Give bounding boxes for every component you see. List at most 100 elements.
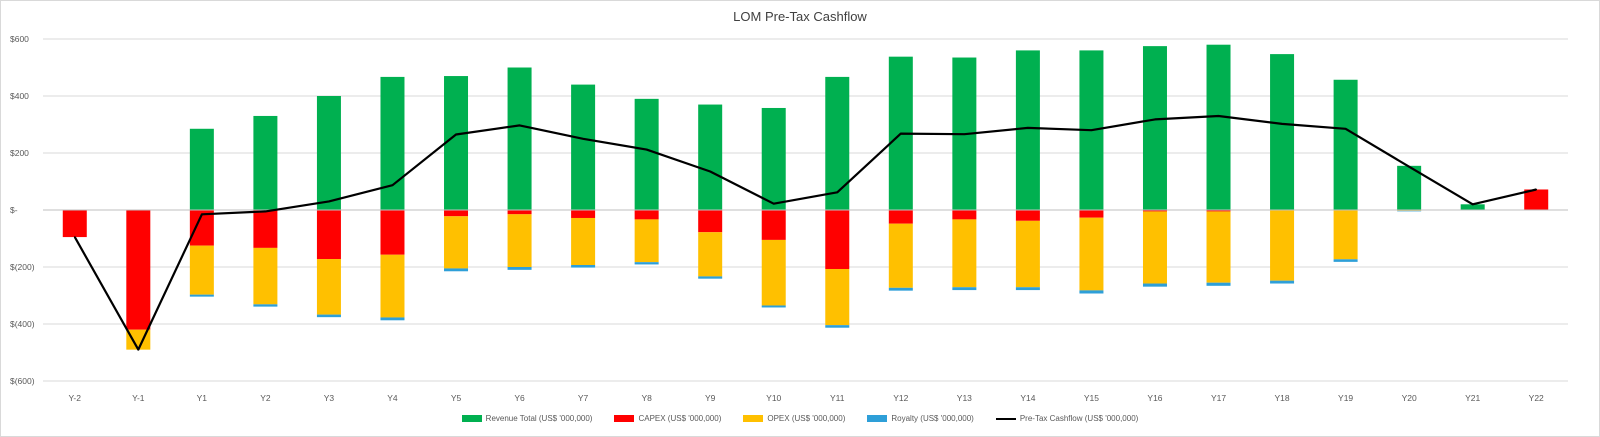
bar-segment	[126, 210, 151, 330]
bar-segment	[1270, 280, 1295, 284]
bar-segment	[1333, 79, 1358, 210]
chart-legend: Revenue Total (US$ '000,000) CAPEX (US$ '…	[0, 414, 1600, 423]
bar-segment	[888, 210, 913, 224]
bar-segment	[189, 245, 214, 295]
y-tick-label: $400	[10, 91, 29, 101]
cashflow-point	[1281, 123, 1283, 125]
cashflow-point	[1154, 118, 1156, 121]
y-tick-label: $600	[10, 34, 29, 44]
x-tick-label: Y7	[578, 393, 589, 403]
bar-segment	[571, 84, 596, 210]
y-tick-label: $(400)	[10, 319, 35, 329]
bar-segment	[571, 265, 596, 268]
cashflow-point	[645, 148, 648, 151]
bar-segment	[1142, 283, 1167, 287]
cashflow-point	[264, 210, 267, 213]
bar-segment	[507, 210, 532, 215]
legend-label: Pre-Tax Cashflow (US$ '000,000)	[1019, 414, 1139, 423]
bar-segment	[571, 217, 596, 266]
bar-segment	[253, 115, 278, 210]
legend-item: Revenue Total (US$ '000,000)	[461, 414, 592, 423]
bar-segment	[1206, 210, 1231, 212]
bar-segment	[444, 76, 469, 210]
bar-segment	[825, 76, 850, 210]
x-tick-label: Y11	[830, 393, 845, 403]
x-tick-label: Y5	[451, 393, 462, 403]
bar-segment	[698, 276, 723, 279]
bar-segment	[1397, 165, 1422, 210]
legend-item: Pre-Tax Cashflow (US$ '000,000)	[995, 414, 1139, 423]
bar-segment	[634, 98, 659, 210]
bar-segment	[1142, 211, 1167, 284]
bar-segment	[1270, 210, 1295, 281]
x-tick-label: Y6	[514, 393, 525, 403]
bar-segment	[1270, 54, 1295, 211]
x-tick-label: Y1	[197, 393, 208, 403]
bar-segment	[761, 210, 786, 240]
bar-segment	[1206, 282, 1231, 286]
x-tick-label: Y-2	[69, 393, 82, 403]
bar-segment	[1142, 46, 1167, 210]
bar-segment	[952, 219, 977, 288]
x-tick-label: Y18	[1275, 393, 1290, 403]
bar-segment	[1333, 259, 1358, 262]
cashflow-point	[1027, 127, 1029, 129]
cashflow-point	[963, 133, 966, 135]
legend-label: CAPEX (US$ '000,000)	[638, 414, 722, 423]
bar-segment	[698, 210, 723, 233]
cashflow-point	[201, 213, 203, 216]
cashflow-point	[1344, 127, 1347, 130]
x-tick-label: Y14	[1020, 393, 1035, 403]
x-tick-label: Y8	[641, 393, 652, 403]
x-tick-label: Y22	[1529, 393, 1544, 403]
bar-segment	[698, 104, 723, 210]
legend-swatch	[995, 417, 1016, 420]
x-tick-label: Y9	[705, 393, 716, 403]
bar-segment	[1206, 211, 1231, 283]
cashflow-point	[1535, 188, 1538, 191]
bar-segment	[1015, 220, 1040, 288]
y-tick-label: $(600)	[10, 376, 35, 386]
bar-segment	[1079, 210, 1104, 218]
x-tick-label: Y12	[893, 393, 908, 403]
x-tick-label: Y13	[957, 393, 972, 403]
bar-segment	[507, 214, 532, 267]
cashflow-point	[772, 202, 775, 205]
bar-segment	[1333, 210, 1358, 260]
bar-segment	[761, 107, 786, 210]
x-tick-label: Y21	[1465, 393, 1480, 403]
bar-segment	[634, 262, 659, 265]
cashflow-point	[328, 200, 330, 203]
legend-swatch	[867, 415, 888, 422]
bar-segment	[825, 325, 850, 328]
bar-segment	[316, 259, 341, 315]
x-tick-label: Y4	[387, 393, 398, 403]
bar-segment	[507, 267, 532, 270]
cashflow-point	[73, 236, 76, 238]
bar-segment	[1460, 204, 1485, 210]
y-tick-label: $(200)	[10, 262, 35, 272]
legend-label: Royalty (US$ '000,000)	[891, 414, 974, 423]
bar-segment	[698, 232, 723, 277]
y-tick-label: $200	[10, 148, 29, 158]
x-tick-label: Y15	[1084, 393, 1099, 403]
cashflow-point	[709, 170, 711, 173]
y-tick-label: $-	[10, 205, 18, 215]
bar-segment	[888, 287, 913, 291]
bar-segment	[1079, 290, 1104, 294]
bar-segment	[825, 268, 850, 326]
bar-segment	[507, 67, 532, 210]
bar-segment	[1524, 189, 1549, 210]
x-tick-label: Y19	[1338, 393, 1353, 403]
bar-segment	[761, 239, 786, 306]
bar-segment	[444, 268, 469, 272]
x-tick-label: Y17	[1211, 393, 1226, 403]
bar-segment	[761, 305, 786, 308]
legend-swatch	[461, 415, 482, 422]
bar-segment	[253, 247, 278, 305]
cashflow-point	[582, 137, 584, 140]
chart-title: LOM Pre-Tax Cashflow	[733, 9, 867, 24]
bar-segment	[444, 210, 469, 217]
cashflow-line	[73, 114, 1537, 351]
